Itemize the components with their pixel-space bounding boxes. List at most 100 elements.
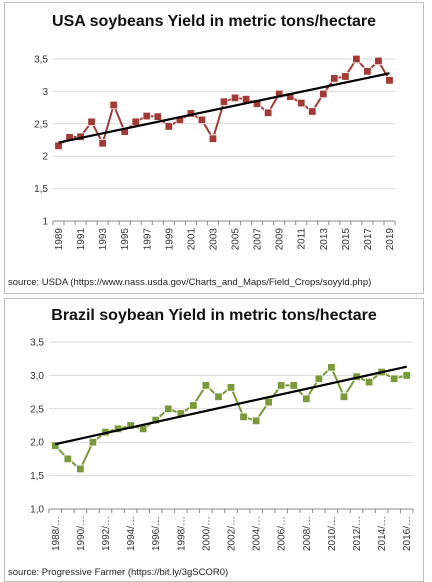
data-point-marker (164, 122, 174, 131)
data-point-marker (189, 401, 198, 410)
brazil-yield-chart: 1,0 1,5 2,0 2,5 3,0 3,5 1988/… 1990/… 1992/… 1994… (30, 338, 414, 551)
data-point-marker (274, 89, 284, 99)
usa-source-note: source: USDA (https://www.nass.usda.gov/… (8, 277, 372, 288)
y-tick-label: 1 (42, 217, 48, 228)
data-point-marker (314, 374, 324, 383)
data-point-marker (339, 392, 349, 401)
data-point-marker (263, 108, 273, 117)
x-tick-label: 2012/… (352, 516, 363, 551)
data-point-marker (63, 454, 73, 464)
x-tick-label: 2011 (297, 228, 308, 250)
x-tick-label: 1992/… (101, 516, 112, 551)
trendline (55, 365, 407, 446)
data-point-marker (341, 72, 350, 81)
y-tick-label: 1,5 (34, 184, 48, 195)
data-point-marker (308, 107, 317, 116)
data-point-marker (109, 100, 118, 110)
data-point-marker (352, 54, 361, 64)
data-point-marker (363, 67, 372, 76)
data-point-marker (201, 381, 211, 390)
x-tick-label: 2009 (275, 228, 286, 251)
x-tick-label: 1989 (54, 228, 65, 251)
usa-chart-title: USA soybeans Yield in metric tons/hectar… (52, 13, 376, 30)
x-tick-label: 2007 (253, 228, 264, 251)
x-tick-label: 2006/… (277, 516, 288, 551)
usa-chart-panel: USA soybeans Yield in metric tons/hectar… (4, 2, 424, 294)
y-tick-label: 3,0 (30, 371, 44, 382)
brazil-chart-panel: Brazil soybean Yield in metric tons/hect… (4, 298, 424, 582)
data-point-marker (214, 392, 223, 401)
data-point-marker (98, 139, 107, 148)
data-point-marker (142, 111, 151, 121)
data-point-marker (88, 437, 98, 447)
data-point-marker (374, 56, 383, 66)
y-tick-label: 1,5 (30, 471, 44, 482)
trendline (58, 72, 390, 144)
brazil-source-note: source: Progressive Farmer (https://bit.… (8, 567, 229, 578)
x-tick-label: 1997 (142, 228, 153, 251)
data-point-marker (87, 117, 96, 127)
x-tick-label: 2014/… (377, 516, 388, 551)
brazil-chart-title: Brazil soybean Yield in metric tons/hect… (51, 307, 377, 324)
x-tick-label: 2016/… (402, 516, 413, 551)
x-tick-label: 1990/… (76, 516, 87, 551)
y-tick-label: 3,5 (34, 55, 48, 66)
data-point-marker (289, 381, 298, 390)
y-tick-label: 3 (42, 87, 48, 98)
data-point-marker (264, 397, 273, 407)
series-line (54, 365, 407, 471)
x-tick-label: 1988/… (51, 516, 62, 551)
data-point-marker (385, 76, 394, 85)
data-point-marker (219, 97, 229, 106)
data-point-marker (226, 383, 236, 392)
data-point-marker (164, 404, 173, 413)
x-tick-label: 2005 (231, 228, 242, 251)
x-tick-label: 1998/… (176, 516, 187, 551)
data-point-marker (54, 141, 63, 151)
y-tick-label: 2,5 (34, 119, 48, 130)
data-point-marker (402, 371, 411, 380)
x-tick-label: 1995 (120, 228, 131, 251)
x-tick-label: 2002/… (227, 516, 238, 551)
data-point-marker (297, 98, 306, 108)
data-point-marker (327, 363, 336, 372)
x-tick-label: 1991 (76, 228, 87, 251)
x-tick-label: 1996/… (151, 516, 162, 551)
x-tick-label: 2010/… (327, 516, 338, 551)
data-point-marker (131, 117, 140, 127)
y-tick-label: 1,0 (30, 505, 44, 516)
data-point-marker (330, 74, 339, 83)
x-tick-label: 2017 (363, 228, 374, 251)
data-point-marker (126, 421, 135, 430)
x-tick-label: 2004/… (252, 516, 263, 551)
data-point-marker (51, 441, 60, 450)
x-tick-label: 2001 (186, 228, 197, 251)
x-tick-label: 2000/… (201, 516, 212, 551)
data-point-marker (76, 464, 85, 474)
data-point-marker (153, 112, 163, 121)
data-point-marker (197, 115, 207, 125)
x-tick-label: 2015 (341, 228, 352, 251)
data-point-marker (285, 92, 295, 101)
data-point-marker (319, 89, 328, 99)
data-point-marker (389, 374, 399, 383)
x-tick-label: 1994/… (126, 516, 137, 551)
data-point-marker (208, 134, 218, 143)
data-point-marker (302, 394, 311, 403)
data-point-marker (251, 416, 261, 426)
y-tick-label: 2,0 (30, 438, 44, 449)
usa-yield-chart: 1 1,5 2 2,5 3 3,5 1989 1991 1993 1995 1997 1999 2001… (34, 54, 396, 251)
data-point-marker (277, 381, 286, 390)
x-tick-label: 1993 (98, 228, 109, 251)
x-tick-label: 2019 (385, 228, 396, 251)
y-tick-label: 2 (42, 152, 48, 163)
x-tick-label: 2013 (319, 228, 330, 251)
x-tick-label: 2008/… (302, 516, 313, 551)
x-tick-label: 1999 (164, 228, 175, 251)
data-point-marker (239, 412, 248, 422)
x-tick-label: 2003 (208, 228, 219, 251)
y-tick-label: 2,5 (30, 404, 44, 415)
data-point-marker (364, 377, 374, 387)
y-tick-label: 3,5 (30, 338, 44, 349)
data-point-marker (230, 93, 240, 103)
